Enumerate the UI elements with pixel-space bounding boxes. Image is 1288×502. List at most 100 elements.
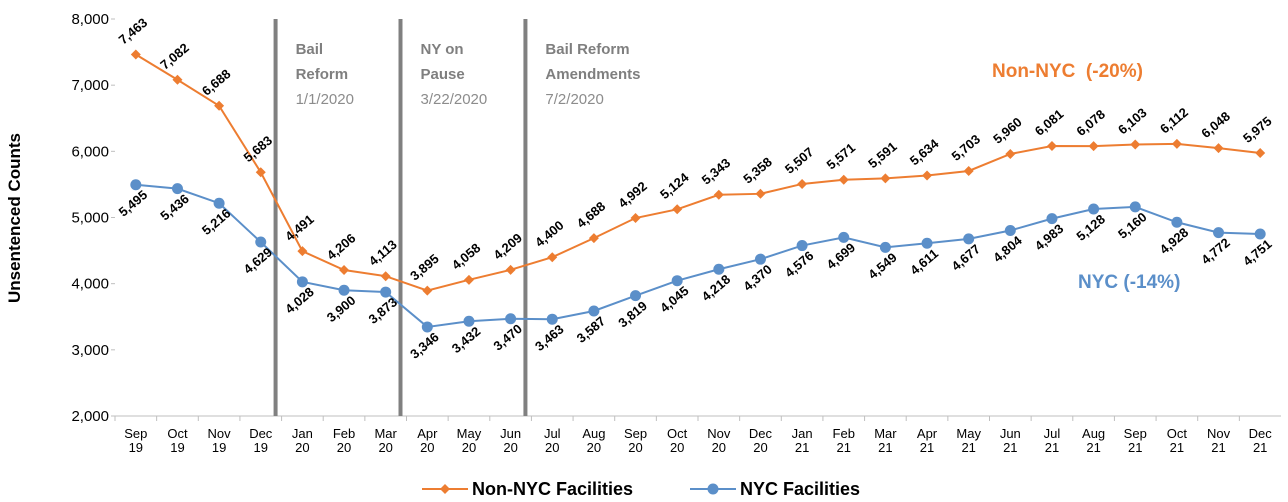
event-date: 7/2/2020 [545,91,603,108]
data-label: 4,751 [1240,236,1275,268]
data-label: 4,491 [282,212,317,244]
y-tick-label: 2,000 [71,408,109,425]
x-tick-label: Oct 21 [1167,426,1188,455]
x-tick-label: Dec 20 [749,426,773,455]
y-tick-label: 5,000 [71,210,109,227]
y-tick-label: 6,000 [71,143,109,160]
data-label: 3,900 [324,293,359,325]
legend-label: NYC Facilities [740,479,860,499]
data-label: 4,804 [990,232,1025,265]
series-line [135,53,1261,292]
marker [380,271,391,282]
data-label: 4,058 [449,240,484,272]
data-label: 3,463 [532,322,567,354]
x-tick-label: Jan 20 [292,426,313,455]
marker [297,246,308,257]
marker [1088,203,1100,215]
data-label: 3,346 [407,329,442,361]
x-tick-label: Apr 21 [917,426,938,455]
data-label: 5,358 [740,154,775,186]
x-tick-label: Apr 20 [417,426,438,455]
x-tick-label: Feb 20 [333,426,355,455]
data-label: 4,028 [282,284,317,316]
marker [797,178,808,189]
data-label: 5,571 [824,140,859,172]
data-label: 5,507 [782,144,817,176]
marker [172,74,183,85]
marker [463,315,475,327]
legend-marker [440,484,450,494]
marker [1171,138,1182,149]
marker [1254,228,1266,240]
marker [296,276,308,288]
marker [547,252,558,263]
data-label: 4,549 [865,250,900,282]
marker [546,313,558,325]
data-label: 6,103 [1115,105,1150,137]
marker [1171,216,1183,228]
data-label: 4,928 [1157,225,1192,257]
data-label: 5,975 [1240,113,1275,145]
x-tick-label: Mar 20 [374,426,397,455]
data-label: 5,591 [865,139,900,171]
marker [255,236,267,248]
series-tag: Non-NYC (-20%) [992,61,1143,82]
data-label: 4,045 [657,283,692,315]
data-label: 4,576 [782,248,817,280]
data-label: 3,470 [490,321,525,353]
data-label: 6,688 [199,66,234,98]
data-label: 6,048 [1198,109,1233,141]
marker [880,173,891,184]
marker [1255,147,1266,158]
marker [255,167,266,178]
data-label: 6,081 [1032,106,1067,138]
data-label: 4,677 [948,241,983,273]
marker [672,204,683,215]
marker [213,197,225,209]
marker [922,170,933,181]
data-label: 5,703 [948,131,983,163]
data-label: 4,611 [907,246,941,278]
marker [214,100,225,111]
data-label: 5,128 [1073,211,1108,243]
marker [796,240,808,252]
marker [1005,148,1016,159]
marker [339,265,350,276]
data-label: 7,463 [116,15,151,47]
x-tick-label: Jul 20 [544,426,561,455]
marker [630,290,642,302]
data-label: 4,370 [740,262,775,294]
marker [171,183,183,195]
x-tick-label: Dec 19 [249,426,273,455]
x-tick-label: Nov 20 [707,426,731,455]
x-tick-label: Jun 21 [1000,426,1021,455]
x-tick-label: Dec 21 [1249,426,1273,455]
marker [879,241,891,253]
data-label: 4,206 [324,230,359,262]
x-tick-label: Nov 19 [208,426,232,455]
marker [713,189,724,200]
data-label: 5,124 [657,169,692,202]
x-tick-label: Sep 19 [124,426,147,455]
data-label: 4,983 [1032,221,1067,253]
marker [755,188,766,199]
marker [130,179,142,191]
event-date: 1/1/2020 [296,91,354,108]
marker [838,174,849,185]
x-tick-label: Feb 21 [833,426,855,455]
x-tick-label: Oct 20 [667,426,688,455]
x-tick-label: Jul 21 [1044,426,1061,455]
data-label: 5,495 [116,187,151,219]
marker [1046,140,1057,151]
x-tick-label: Mar 21 [874,426,897,455]
y-tick-label: 8,000 [71,11,109,28]
series-line [135,183,1261,328]
data-label: 3,432 [449,324,484,356]
marker [422,285,433,296]
marker [588,233,599,244]
x-tick-label: Jan 21 [792,426,813,455]
data-label: 5,216 [199,206,234,238]
data-label: 3,587 [574,313,609,345]
data-label: 3,819 [615,298,650,330]
marker [1130,139,1141,150]
